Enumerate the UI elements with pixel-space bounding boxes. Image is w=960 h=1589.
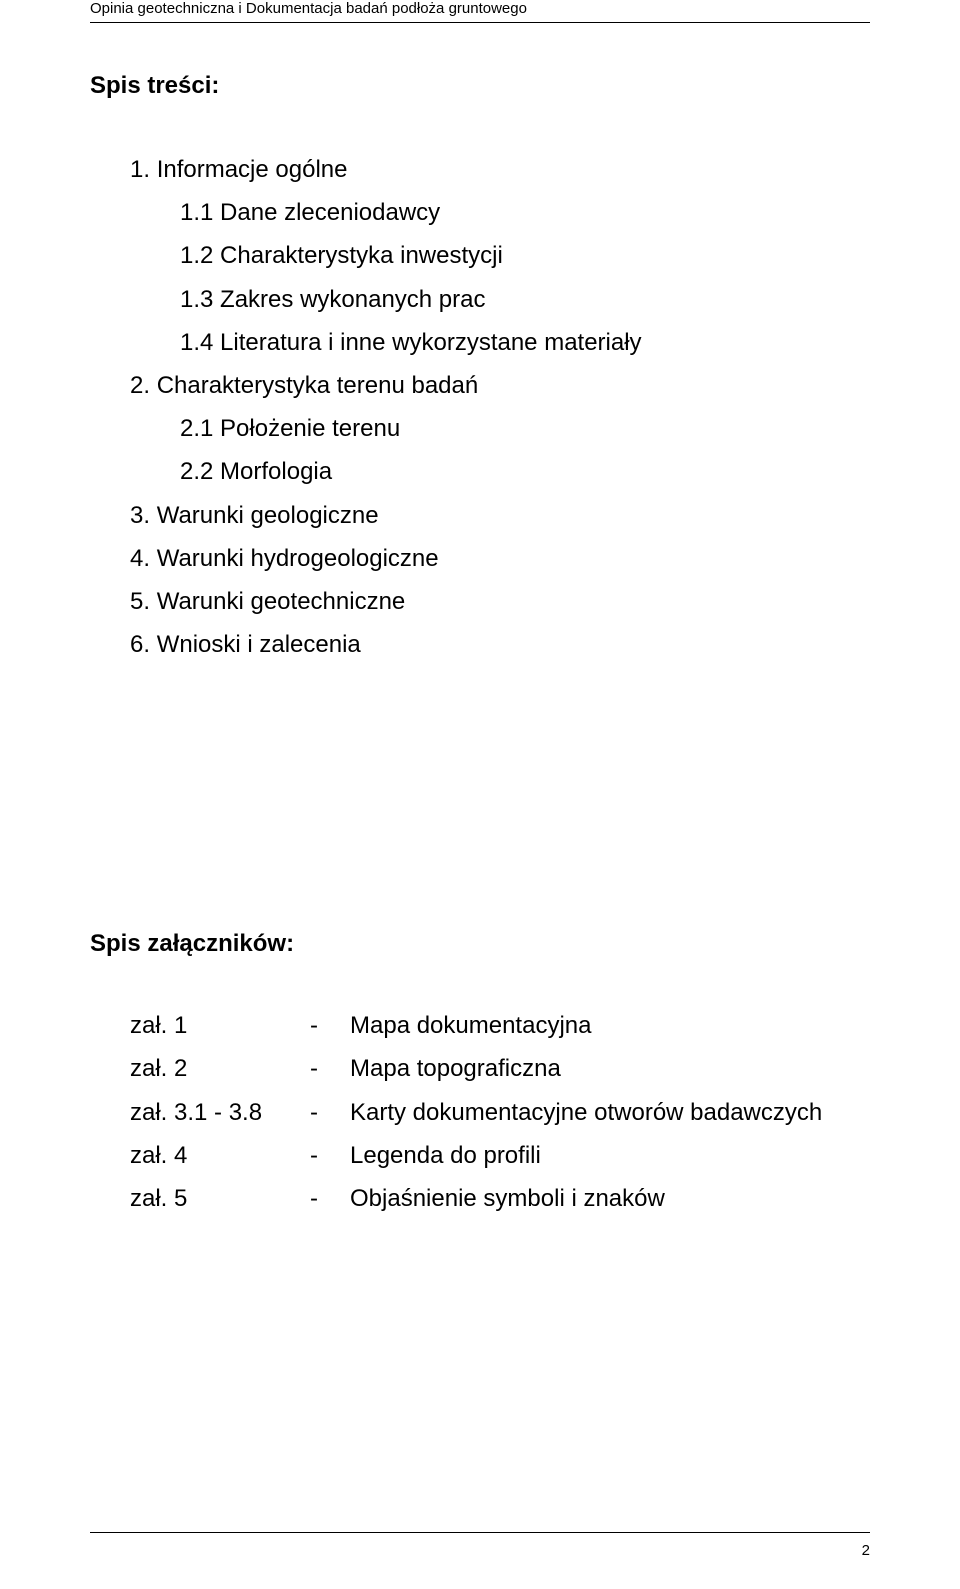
toc-subitem-text: Dane zleceniodawcy xyxy=(220,199,440,226)
page-number: 2 xyxy=(862,1542,870,1559)
toc-item: 5. Warunki geotechniczne xyxy=(130,580,870,623)
attachment-row: zał. 1 - Mapa dokumentacyjna xyxy=(130,1004,870,1047)
toc-subitem-num: 2.1 xyxy=(180,415,213,442)
attachment-label: zał. 2 xyxy=(130,1047,310,1090)
toc-title: Spis treści: xyxy=(90,72,870,100)
footer-rule xyxy=(90,1532,870,1533)
toc-subitem-num: 1.2 xyxy=(180,242,213,269)
toc-item: 6. Wnioski i zalecenia xyxy=(130,623,870,666)
attachment-label: zał. 5 xyxy=(130,1177,310,1220)
toc-item-text: Charakterystyka terenu badań xyxy=(157,372,479,399)
page-header: Opinia geotechniczna i Dokumentacja bada… xyxy=(90,0,870,19)
header-rule xyxy=(90,22,870,23)
toc-item-text: Warunki geotechniczne xyxy=(157,588,406,615)
toc-subitem: 1.2 Charakterystyka inwestycji xyxy=(180,234,870,277)
toc-subitem-num: 1.4 xyxy=(180,329,213,356)
toc-item-num: 2. xyxy=(130,372,150,399)
document-page: Opinia geotechniczna i Dokumentacja bada… xyxy=(0,0,960,1589)
page-content: Spis treści: 1. Informacje ogólne 1.1 Da… xyxy=(90,72,870,1220)
toc-subitem-text: Literatura i inne wykorzystane materiały xyxy=(220,329,642,356)
attachment-desc: Mapa topograficzna xyxy=(350,1047,870,1090)
attachment-dash: - xyxy=(310,1091,350,1134)
attachment-desc: Objaśnienie symboli i znaków xyxy=(350,1177,870,1220)
toc-item-text: Informacje ogólne xyxy=(157,156,348,183)
toc-subitem-num: 2.2 xyxy=(180,458,213,485)
toc-subitem-num: 1.1 xyxy=(180,199,213,226)
toc-item-text: Warunki geologiczne xyxy=(157,502,379,529)
attachments-title: Spis załączników: xyxy=(90,930,870,958)
toc-item: 1. Informacje ogólne xyxy=(130,148,870,191)
toc-subitem-num: 1.3 xyxy=(180,286,213,313)
toc-item-text: Wnioski i zalecenia xyxy=(157,631,361,658)
toc-list: 1. Informacje ogólne 1.1 Dane zlecenioda… xyxy=(130,148,870,666)
attachment-row: zał. 4 - Legenda do profili xyxy=(130,1134,870,1177)
toc-subitem-text: Charakterystyka inwestycji xyxy=(220,242,503,269)
attachments-list: zał. 1 - Mapa dokumentacyjna zał. 2 - Ma… xyxy=(130,1004,870,1220)
toc-subitem-text: Morfologia xyxy=(220,458,332,485)
toc-subitem-text: Zakres wykonanych prac xyxy=(220,286,485,313)
attachment-row: zał. 3.1 - 3.8 - Karty dokumentacyjne ot… xyxy=(130,1091,870,1134)
toc-subitem: 2.1 Położenie terenu xyxy=(180,407,870,450)
toc-item: 2. Charakterystyka terenu badań xyxy=(130,364,870,407)
attachment-dash: - xyxy=(310,1134,350,1177)
toc-item: 4. Warunki hydrogeologiczne xyxy=(130,537,870,580)
attachment-row: zał. 5 - Objaśnienie symboli i znaków xyxy=(130,1177,870,1220)
attachment-dash: - xyxy=(310,1177,350,1220)
toc-item-num: 4. xyxy=(130,545,150,572)
toc-item-num: 1. xyxy=(130,156,150,183)
attachment-label: zał. 4 xyxy=(130,1134,310,1177)
toc-item-num: 6. xyxy=(130,631,150,658)
toc-subitem: 2.2 Morfologia xyxy=(180,450,870,493)
toc-subitem-text: Położenie terenu xyxy=(220,415,400,442)
toc-subitem: 1.4 Literatura i inne wykorzystane mater… xyxy=(180,321,870,364)
attachment-dash: - xyxy=(310,1047,350,1090)
attachment-desc: Karty dokumentacyjne otworów badawczych xyxy=(350,1091,870,1134)
attachment-row: zał. 2 - Mapa topograficzna xyxy=(130,1047,870,1090)
section-spacer xyxy=(90,666,870,930)
toc-subitem: 1.1 Dane zleceniodawcy xyxy=(180,191,870,234)
toc-item-num: 3. xyxy=(130,502,150,529)
attachment-label: zał. 3.1 - 3.8 xyxy=(130,1091,310,1134)
toc-item: 3. Warunki geologiczne xyxy=(130,494,870,537)
toc-item-text: Warunki hydrogeologiczne xyxy=(157,545,439,572)
toc-subitem: 1.3 Zakres wykonanych prac xyxy=(180,278,870,321)
attachment-label: zał. 1 xyxy=(130,1004,310,1047)
attachment-desc: Legenda do profili xyxy=(350,1134,870,1177)
attachment-dash: - xyxy=(310,1004,350,1047)
attachment-desc: Mapa dokumentacyjna xyxy=(350,1004,870,1047)
toc-item-num: 5. xyxy=(130,588,150,615)
